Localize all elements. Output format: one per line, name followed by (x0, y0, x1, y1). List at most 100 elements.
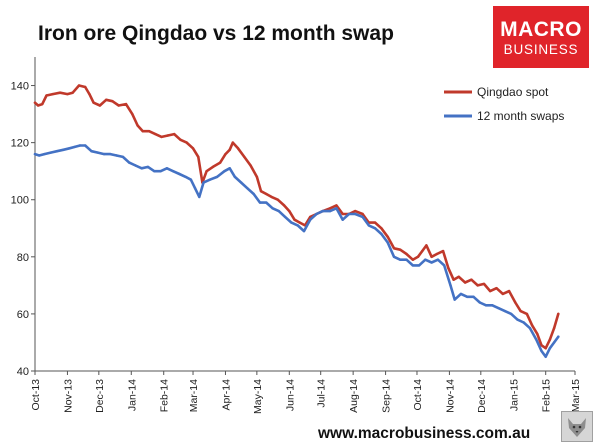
data-point (223, 170, 226, 173)
data-point (489, 289, 492, 293)
data-point (51, 92, 54, 96)
data-point (68, 147, 71, 150)
data-point (160, 135, 163, 139)
series-lines (33, 84, 560, 358)
data-point (411, 264, 414, 267)
data-point (154, 132, 157, 136)
y-tick-label: 100 (11, 195, 29, 207)
data-point (417, 264, 421, 267)
data-point (421, 249, 424, 253)
data-point (236, 147, 240, 150)
data-point (386, 241, 389, 244)
series-line-1 (33, 144, 560, 358)
x-tick-label: Dec-14 (476, 379, 488, 413)
data-point (219, 161, 222, 164)
data-point (228, 148, 231, 151)
wolf-mascot-image (561, 411, 593, 442)
series-points-1 (33, 144, 560, 358)
data-point (171, 170, 175, 173)
data-point (102, 152, 106, 156)
data-point (411, 258, 414, 261)
data-point (478, 301, 481, 304)
data-point (58, 91, 62, 94)
x-tick-label: Jan-14 (126, 379, 138, 411)
data-point (361, 212, 364, 216)
data-point (33, 101, 37, 104)
data-point (38, 154, 41, 157)
data-point (476, 284, 479, 287)
data-point (519, 309, 522, 313)
data-point (136, 124, 139, 127)
data-point (166, 134, 170, 137)
data-point (416, 255, 420, 258)
x-tick-label: Feb-14 (159, 379, 171, 412)
x-tick-label: Jan-15 (508, 379, 520, 411)
x-tick-label: Aug-14 (348, 379, 360, 413)
data-point (309, 218, 312, 221)
data-point (178, 172, 181, 176)
data-point (441, 249, 445, 253)
data-point (255, 175, 259, 179)
data-point (115, 154, 118, 157)
data-point (530, 324, 534, 327)
data-point (443, 264, 446, 267)
data-point (380, 227, 383, 230)
data-point (288, 209, 291, 213)
data-point (501, 292, 504, 296)
data-point (277, 209, 280, 213)
data-point (84, 144, 87, 147)
data-point (302, 229, 306, 233)
data-point (271, 207, 274, 210)
data-point (335, 204, 338, 207)
data-point (491, 304, 494, 307)
website-url: www.macrobusiness.com.au (318, 425, 531, 442)
data-point (536, 332, 539, 336)
logo-line-2: BUSINESS (503, 41, 579, 57)
y-tick-label: 80 (17, 252, 29, 264)
data-point (516, 318, 519, 321)
data-point (77, 84, 81, 87)
data-point (90, 150, 93, 153)
data-point (463, 281, 467, 284)
x-tick-label: Feb-15 (541, 379, 553, 412)
data-point (92, 101, 95, 104)
legend-label: 12 month swaps (477, 109, 564, 123)
data-point (270, 195, 273, 199)
data-point (189, 178, 193, 181)
data-point (328, 207, 332, 210)
data-point (522, 321, 525, 324)
y-tick-label: 60 (17, 309, 29, 321)
data-point (552, 327, 556, 330)
data-point (552, 341, 556, 344)
x-tick-label: Jul-14 (316, 379, 328, 408)
data-point (373, 227, 377, 230)
legend-label: Qingdao spot (477, 85, 549, 99)
data-point (315, 212, 318, 216)
y-tick-label: 120 (11, 138, 29, 150)
data-point (205, 170, 208, 173)
data-point (265, 201, 268, 204)
data-point (109, 152, 112, 156)
x-tick-label: Mar-15 (570, 379, 582, 412)
data-point (173, 132, 176, 136)
data-point (436, 258, 440, 261)
data-point (497, 307, 500, 310)
chart-legend: Qingdao spot 12 month swaps (444, 85, 564, 123)
data-point (159, 170, 162, 173)
data-point (124, 102, 128, 106)
data-point (179, 138, 182, 141)
data-point (424, 258, 427, 261)
data-point (165, 167, 169, 170)
data-point (193, 187, 197, 190)
data-point (36, 104, 40, 107)
data-point (55, 150, 59, 153)
data-point (258, 201, 262, 204)
data-point (540, 349, 543, 353)
data-point (41, 102, 44, 106)
data-point (548, 347, 552, 350)
data-point (185, 141, 188, 144)
data-point (228, 167, 231, 170)
data-point (328, 209, 332, 213)
data-point (435, 252, 439, 256)
data-point (45, 94, 48, 97)
